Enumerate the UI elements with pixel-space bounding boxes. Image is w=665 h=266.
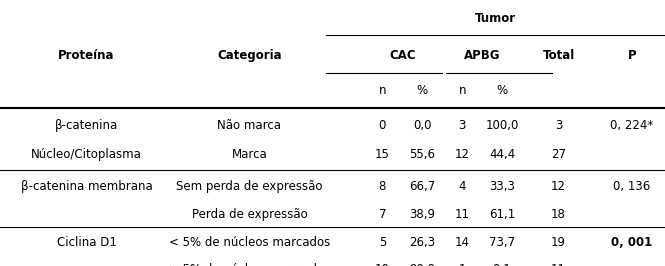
Text: 9,1: 9,1 xyxy=(493,264,511,266)
Text: 26,3: 26,3 xyxy=(409,236,436,248)
Text: > 5% de núcleos marcados: > 5% de núcleos marcados xyxy=(169,264,330,266)
Text: 100,0: 100,0 xyxy=(485,119,519,131)
Text: 12: 12 xyxy=(551,180,566,193)
Text: Categoria: Categoria xyxy=(217,49,282,62)
Text: Tumor: Tumor xyxy=(475,12,516,25)
Text: 0, 001: 0, 001 xyxy=(611,236,652,248)
Text: 38,9: 38,9 xyxy=(409,208,436,221)
Text: Sem perda de expressão: Sem perda de expressão xyxy=(176,180,323,193)
Text: Núcleo/Citoplasma: Núcleo/Citoplasma xyxy=(31,148,142,161)
Text: Total: Total xyxy=(543,49,575,62)
Text: 7: 7 xyxy=(378,208,386,221)
Text: %: % xyxy=(417,84,428,97)
Text: 61,1: 61,1 xyxy=(489,208,515,221)
Text: 8: 8 xyxy=(378,180,386,193)
Text: 73,7: 73,7 xyxy=(489,236,515,248)
Text: 4: 4 xyxy=(458,180,466,193)
Text: 12: 12 xyxy=(455,148,469,161)
Text: 1: 1 xyxy=(458,264,466,266)
Text: P: P xyxy=(628,49,636,62)
Text: Ciclina D1: Ciclina D1 xyxy=(57,236,116,248)
Text: 14: 14 xyxy=(455,236,469,248)
Text: Proteína: Proteína xyxy=(59,49,114,62)
Text: n: n xyxy=(458,84,466,97)
Text: 27: 27 xyxy=(551,148,566,161)
Text: Marca: Marca xyxy=(231,148,267,161)
Text: 15: 15 xyxy=(375,148,390,161)
Text: n: n xyxy=(378,84,386,97)
Text: β-catenina: β-catenina xyxy=(55,119,118,131)
Text: CAC: CAC xyxy=(389,49,416,62)
Text: 18: 18 xyxy=(551,208,566,221)
Text: Não marca: Não marca xyxy=(217,119,281,131)
Text: 3: 3 xyxy=(458,119,466,131)
Text: 11: 11 xyxy=(455,208,469,221)
Text: 66,7: 66,7 xyxy=(409,180,436,193)
Text: %: % xyxy=(497,84,507,97)
Text: 19: 19 xyxy=(551,236,566,248)
Text: Perda de expressão: Perda de expressão xyxy=(192,208,307,221)
Text: 90,9: 90,9 xyxy=(409,264,436,266)
Text: 5: 5 xyxy=(378,236,386,248)
Text: 0: 0 xyxy=(378,119,386,131)
Text: APBG: APBG xyxy=(464,49,500,62)
Text: 0, 224*: 0, 224* xyxy=(610,119,654,131)
Text: 55,6: 55,6 xyxy=(409,148,436,161)
Text: 0, 136: 0, 136 xyxy=(613,180,650,193)
Text: 10: 10 xyxy=(375,264,390,266)
Text: 11: 11 xyxy=(551,264,566,266)
Text: < 5% de núcleos marcados: < 5% de núcleos marcados xyxy=(169,236,330,248)
Text: 33,3: 33,3 xyxy=(489,180,515,193)
Text: 0,0: 0,0 xyxy=(413,119,432,131)
Text: β-catenina membrana: β-catenina membrana xyxy=(21,180,152,193)
Text: 44,4: 44,4 xyxy=(489,148,515,161)
Text: 3: 3 xyxy=(555,119,563,131)
